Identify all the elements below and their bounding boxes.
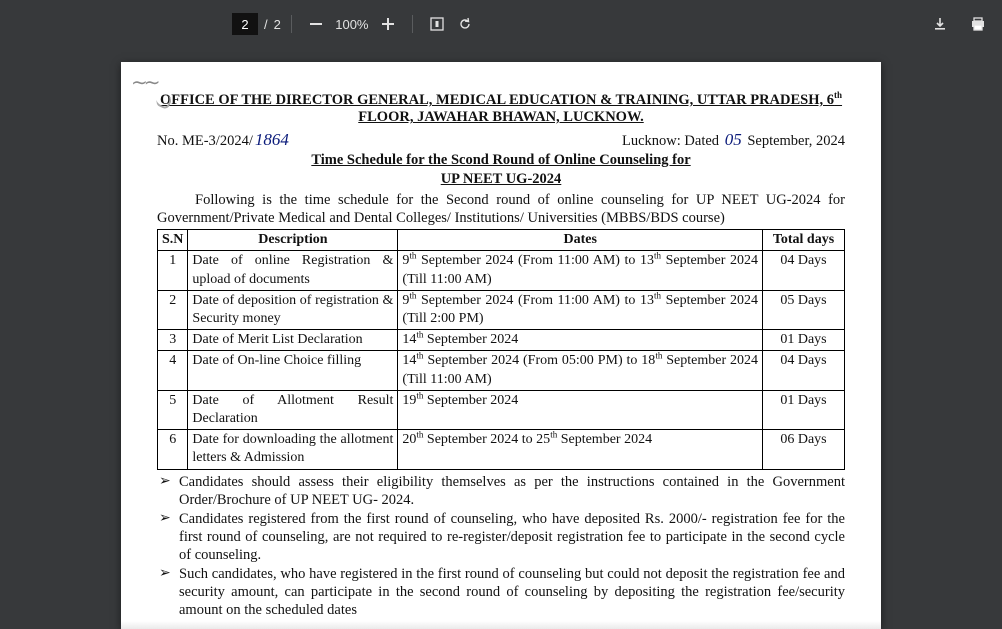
print-icon xyxy=(970,16,986,32)
page-bottom-fade xyxy=(121,621,881,629)
table-row: 5Date of Allotment Result Declaration19t… xyxy=(158,390,845,429)
cell-dates: 20th September 2024 to 25th September 20… xyxy=(398,430,763,469)
page-counter: / 2 xyxy=(232,13,281,35)
cell-dates: 14th September 2024 (From 05:00 PM) to 1… xyxy=(398,351,763,390)
office-header-line1: OFFICE OF THE DIRECTOR GENERAL, MEDICAL … xyxy=(157,92,845,109)
list-item: Such candidates, who have registered in … xyxy=(157,565,845,619)
document-date: Lucknow: Dated 05 September, 2024 xyxy=(622,130,845,150)
fit-page-button[interactable] xyxy=(423,10,451,38)
page-total: 2 xyxy=(274,17,281,32)
fit-page-icon xyxy=(429,16,445,32)
list-item: Candidates registered from the first rou… xyxy=(157,510,845,564)
table-row: 4Date of On-line Choice filling14th Sept… xyxy=(158,351,845,390)
cell-days: 04 Days xyxy=(763,251,845,290)
plus-icon xyxy=(381,17,395,31)
list-item: Candidates should assess their eligibili… xyxy=(157,473,845,509)
zoom-level: 100% xyxy=(330,17,374,32)
cell-dates: 9th September 2024 (From 11:00 AM) to 13… xyxy=(398,290,763,329)
office-header-line2: FLOOR, JAWAHAR BHAWAN, LUCKNOW. xyxy=(157,109,845,126)
cell-days: 01 Days xyxy=(763,330,845,351)
table-row: 3Date of Merit List Declaration14th Sept… xyxy=(158,330,845,351)
table-row: 2Date of deposition of registration & Se… xyxy=(158,290,845,329)
cell-description: Date of online Registration & upload of … xyxy=(188,251,398,290)
page-separator: / xyxy=(264,17,268,32)
pdf-toolbar: / 2 100% xyxy=(0,0,1002,48)
cell-dates: 14th September 2024 xyxy=(398,330,763,351)
minus-icon xyxy=(309,17,323,31)
zoom-out-button[interactable] xyxy=(302,10,330,38)
document-viewport: ∼∼ OFFICE OF THE DIRECTOR GENERAL, MEDIC… xyxy=(0,48,1002,629)
table-row: 6Date for downloading the allotment lett… xyxy=(158,430,845,469)
page-number-input[interactable] xyxy=(232,13,258,35)
cell-days: 01 Days xyxy=(763,390,845,429)
cell-days: 05 Days xyxy=(763,290,845,329)
rotate-button[interactable] xyxy=(451,10,479,38)
notes-list: Candidates should assess their eligibili… xyxy=(157,473,845,620)
title-line-2: UP NEET UG-2024 xyxy=(157,171,845,188)
cell-dates: 9th September 2024 (From 11:00 AM) to 13… xyxy=(398,251,763,290)
cell-description: Date of Allotment Result Declaration xyxy=(188,390,398,429)
cell-description: Date of deposition of registration & Sec… xyxy=(188,290,398,329)
reference-handwritten: 1864 xyxy=(253,130,291,149)
rotate-icon xyxy=(457,16,473,32)
th-dates: Dates xyxy=(398,230,763,251)
cell-dates: 19th September 2024 xyxy=(398,390,763,429)
table-row: 1Date of online Registration & upload of… xyxy=(158,251,845,290)
reference-number: No. ME-3/2024/1864 xyxy=(157,130,291,150)
cell-sn: 6 xyxy=(158,430,188,469)
download-button[interactable] xyxy=(926,10,954,38)
cell-sn: 5 xyxy=(158,390,188,429)
cell-sn: 2 xyxy=(158,290,188,329)
table-header-row: S.N Description Dates Total days xyxy=(158,230,845,251)
cell-description: Date of Merit List Declaration xyxy=(188,330,398,351)
zoom-in-button[interactable] xyxy=(374,10,402,38)
scan-artifact: ∼∼ xyxy=(131,70,157,95)
cell-sn: 4 xyxy=(158,351,188,390)
th-description: Description xyxy=(188,230,398,251)
date-handwritten: 05 xyxy=(723,130,744,149)
cell-sn: 1 xyxy=(158,251,188,290)
cell-days: 06 Days xyxy=(763,430,845,469)
toolbar-right xyxy=(926,10,992,38)
document-page: ∼∼ OFFICE OF THE DIRECTOR GENERAL, MEDIC… xyxy=(121,62,881,629)
reference-row: No. ME-3/2024/1864 Lucknow: Dated 05 Sep… xyxy=(157,130,845,150)
print-button[interactable] xyxy=(964,10,992,38)
th-sn: S.N xyxy=(158,230,188,251)
toolbar-divider xyxy=(412,15,413,33)
intro-paragraph: Following is the time schedule for the S… xyxy=(157,191,845,227)
th-total-days: Total days xyxy=(763,230,845,251)
toolbar-divider xyxy=(291,15,292,33)
cell-days: 04 Days xyxy=(763,351,845,390)
title-line-1: Time Schedule for the Scond Round of Onl… xyxy=(157,152,845,169)
cell-description: Date of On-line Choice filling xyxy=(188,351,398,390)
download-icon xyxy=(932,16,948,32)
cell-description: Date for downloading the allotment lette… xyxy=(188,430,398,469)
cell-sn: 3 xyxy=(158,330,188,351)
schedule-table: S.N Description Dates Total days 1Date o… xyxy=(157,229,845,469)
